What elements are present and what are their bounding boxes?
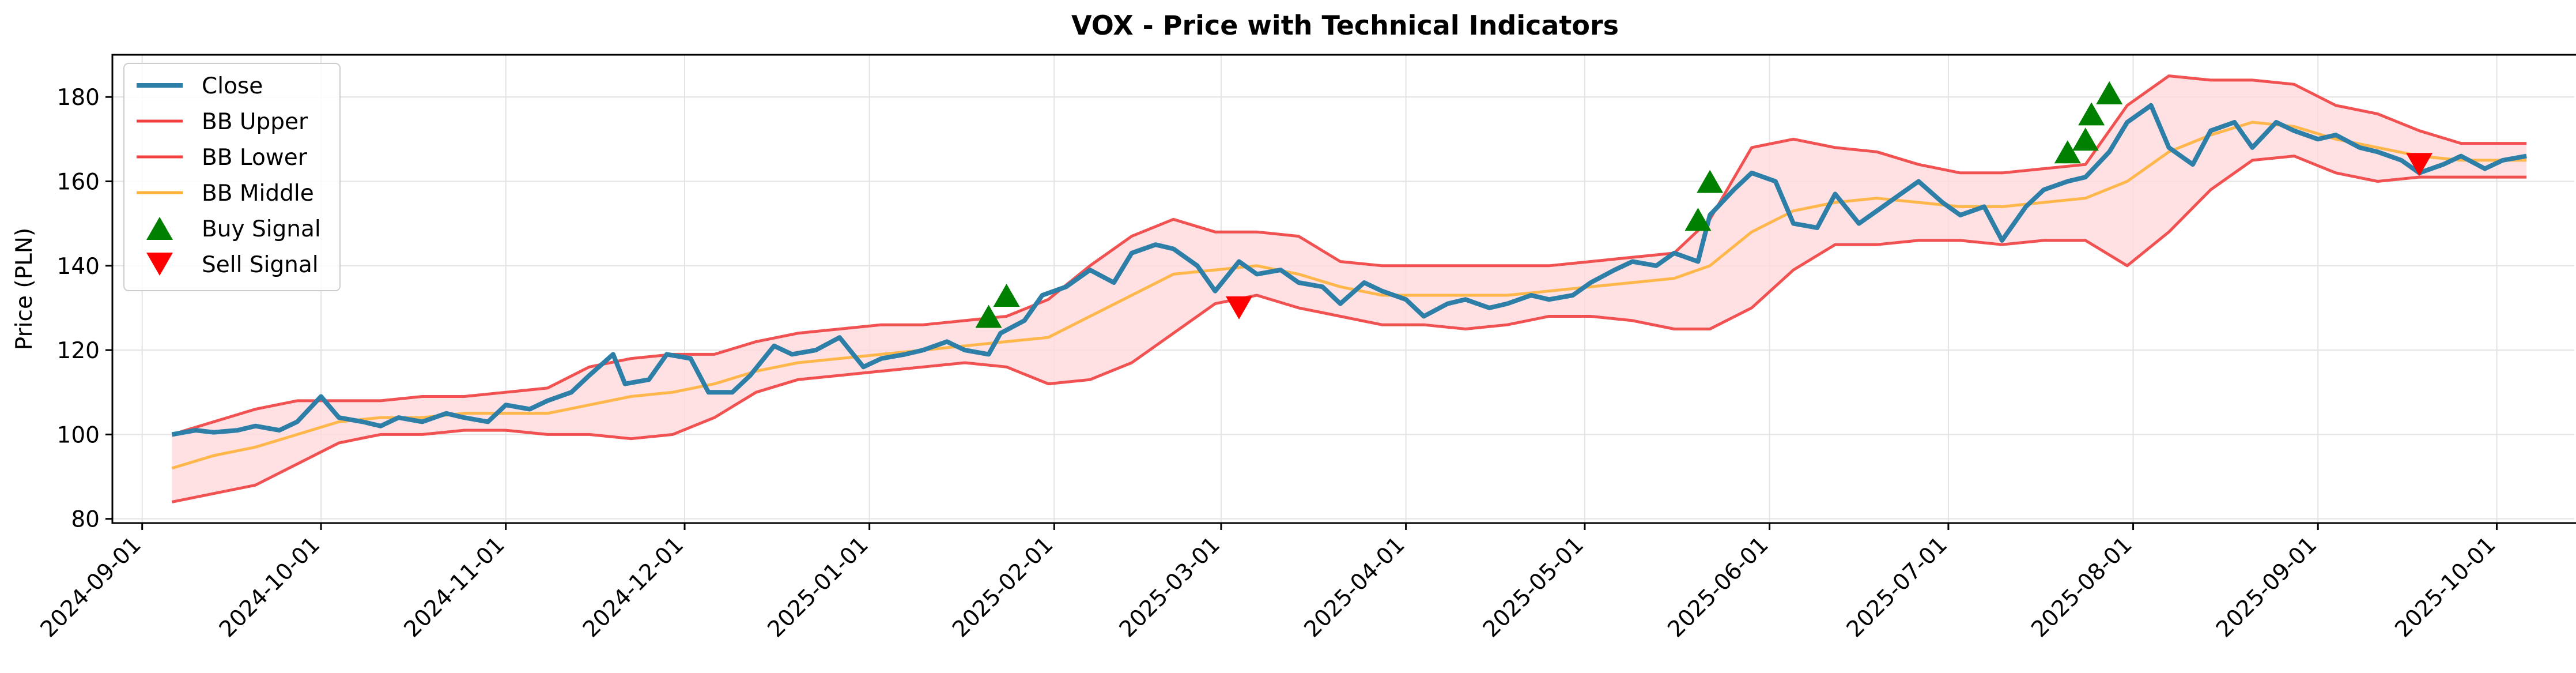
legend-label: Sell Signal	[202, 252, 319, 278]
chart-title: VOX - Price with Technical Indicators	[1071, 10, 1619, 41]
buy-signal-marker	[2054, 140, 2081, 164]
legend-label: BB Middle	[202, 181, 314, 206]
y-axis-label: Price (PLN)	[12, 228, 37, 350]
legend-label: Close	[202, 73, 263, 99]
series-line-bb-middle	[171, 121, 2527, 470]
y-tick-label: 120	[57, 338, 100, 364]
legend-label: BB Lower	[202, 145, 308, 171]
legend-label: BB Upper	[202, 109, 308, 135]
plot-frame	[111, 54, 2576, 524]
buy-signal-marker	[993, 283, 1020, 307]
y-tick-label: 160	[57, 169, 100, 195]
buy-signal-marker	[1684, 208, 1712, 231]
series-line-bb-upper	[171, 74, 2527, 436]
y-tick-label: 180	[57, 85, 100, 111]
y-tick-label: 100	[57, 422, 100, 448]
buy-signal-marker	[2078, 102, 2105, 126]
series-line-bb-lower	[171, 155, 2527, 503]
buy-signal-marker	[2096, 81, 2123, 104]
y-tick-label: 80	[71, 507, 100, 533]
buy-signal-marker	[2072, 127, 2099, 151]
legend-swatch-sell	[146, 253, 173, 276]
legend-swatch-buy	[146, 217, 173, 240]
signal-markers	[975, 81, 2433, 328]
buy-signal-marker	[1697, 170, 1724, 193]
sell-signal-marker	[2406, 153, 2433, 176]
y-tick-label: 140	[57, 254, 100, 280]
legend: Close BB Upper BB Lower BB Middle Buy Signal…	[123, 63, 341, 291]
series-line-close	[171, 103, 2527, 437]
legend-label: Buy Signal	[202, 216, 321, 242]
series-lines	[171, 74, 2527, 503]
sell-signal-marker	[1225, 296, 1252, 319]
buy-signal-marker	[975, 304, 1002, 328]
